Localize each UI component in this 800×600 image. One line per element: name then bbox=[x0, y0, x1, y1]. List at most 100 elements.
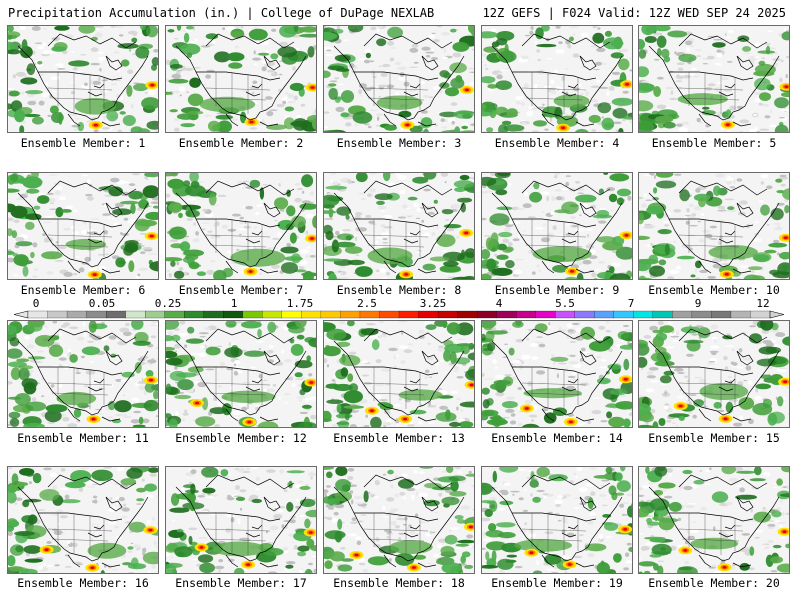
ensemble-member-map bbox=[481, 320, 633, 428]
colorbar-max-arrow bbox=[769, 310, 785, 319]
ensemble-member-label: Ensemble Member: 11 bbox=[17, 431, 149, 445]
precipitation-colorbar: 0 0.05 0.25 1 1.75 2.5 3.25 4 5.5 7 9 12 bbox=[13, 297, 785, 319]
ensemble-member-map bbox=[638, 172, 790, 280]
ensemble-member-label: Ensemble Member: 16 bbox=[17, 576, 149, 590]
colorbar-swatch bbox=[613, 310, 634, 319]
colorbar-swatch bbox=[672, 310, 693, 319]
ensemble-member-map bbox=[7, 25, 159, 133]
colorbar-swatch bbox=[418, 310, 439, 319]
colorbar-swatch bbox=[145, 310, 166, 319]
colorbar-tick-label: 9 bbox=[695, 297, 702, 310]
colorbar-swatch bbox=[27, 310, 48, 319]
colorbar-swatch bbox=[594, 310, 615, 319]
ensemble-member-label: Ensemble Member: 6 bbox=[20, 283, 146, 297]
precipitation-map bbox=[639, 467, 789, 573]
colorbar-swatch bbox=[164, 310, 185, 319]
colorbar-tick-label: 0.05 bbox=[89, 297, 116, 310]
colorbar-swatch bbox=[555, 310, 576, 319]
ensemble-member-label: Ensemble Member: 18 bbox=[333, 576, 465, 590]
colorbar-swatch bbox=[711, 310, 732, 319]
precipitation-map bbox=[8, 321, 158, 427]
ensemble-member-label: Ensemble Member: 12 bbox=[175, 431, 307, 445]
precipitation-map bbox=[324, 26, 474, 132]
colorbar-tick-label: 1.75 bbox=[287, 297, 314, 310]
colorbar-swatch bbox=[398, 310, 419, 319]
colorbar-swatch bbox=[242, 310, 263, 319]
ensemble-member-map bbox=[165, 25, 317, 133]
ensemble-member-map bbox=[481, 172, 633, 280]
colorbar-tick-label: 5.5 bbox=[555, 297, 575, 310]
ensemble-member-label: Ensemble Member: 10 bbox=[648, 283, 780, 297]
colorbar-swatch bbox=[359, 310, 380, 319]
ensemble-member-label: Ensemble Member: 7 bbox=[178, 283, 304, 297]
ensemble-member-label: Ensemble Member: 3 bbox=[336, 136, 462, 150]
colorbar-swatch bbox=[476, 310, 498, 319]
precipitation-map bbox=[166, 321, 316, 427]
colorbar-tick-label: 7 bbox=[628, 297, 635, 310]
map-title: Precipitation Accumulation (in.) | Colle… bbox=[8, 6, 435, 20]
colorbar-swatch bbox=[496, 310, 517, 319]
ensemble-member-label: Ensemble Member: 17 bbox=[175, 576, 307, 590]
precipitation-map bbox=[482, 26, 632, 132]
precipitation-map bbox=[166, 173, 316, 279]
colorbar-swatch bbox=[66, 310, 88, 319]
ensemble-member-map bbox=[165, 466, 317, 574]
colorbar-swatch bbox=[184, 310, 205, 319]
precipitation-map bbox=[639, 26, 789, 132]
precipitation-map bbox=[8, 467, 158, 573]
colorbar-swatch bbox=[262, 310, 283, 319]
precipitation-map bbox=[639, 321, 789, 427]
ensemble-member-label: Ensemble Member: 2 bbox=[178, 136, 304, 150]
colorbar-swatch bbox=[105, 310, 127, 319]
precipitation-map bbox=[166, 467, 316, 573]
ensemble-member-label: Ensemble Member: 15 bbox=[648, 431, 780, 445]
colorbar-swatch bbox=[750, 310, 771, 319]
colorbar-swatch bbox=[281, 310, 302, 319]
precipitation-map bbox=[639, 173, 789, 279]
colorbar-tick-label: 0.25 bbox=[155, 297, 182, 310]
ensemble-member-map bbox=[7, 466, 159, 574]
ensemble-member-map bbox=[7, 320, 159, 428]
colorbar-swatch bbox=[652, 310, 673, 319]
ensemble-member-map bbox=[323, 25, 475, 133]
ensemble-member-map bbox=[165, 172, 317, 280]
precipitation-map bbox=[482, 321, 632, 427]
colorbar-swatch bbox=[379, 310, 400, 319]
colorbar-swatch bbox=[535, 310, 556, 319]
ensemble-member-label: Ensemble Member: 20 bbox=[648, 576, 780, 590]
precipitation-map bbox=[8, 173, 158, 279]
colorbar-swatch bbox=[47, 310, 68, 319]
ensemble-member-map bbox=[481, 25, 633, 133]
ensemble-member-label: Ensemble Member: 9 bbox=[494, 283, 620, 297]
colorbar-swatch bbox=[301, 310, 322, 319]
colorbar-swatch bbox=[223, 310, 244, 319]
ensemble-member-map bbox=[323, 466, 475, 574]
ensemble-member-label: Ensemble Member: 13 bbox=[333, 431, 465, 445]
colorbar-swatch bbox=[340, 310, 361, 319]
ensemble-member-map bbox=[638, 466, 790, 574]
ensemble-member-label: Ensemble Member: 1 bbox=[20, 136, 146, 150]
colorbar-swatch bbox=[437, 310, 459, 319]
precipitation-map bbox=[324, 467, 474, 573]
colorbar-swatch bbox=[730, 310, 751, 319]
precipitation-map bbox=[324, 321, 474, 427]
colorbar-swatch bbox=[320, 310, 341, 319]
ensemble-member-label: Ensemble Member: 19 bbox=[491, 576, 623, 590]
colorbar-min-arrow bbox=[13, 310, 29, 319]
colorbar-swatch bbox=[516, 310, 537, 319]
colorbar-swatch bbox=[574, 310, 595, 319]
precipitation-map bbox=[482, 467, 632, 573]
precipitation-map bbox=[8, 26, 158, 132]
colorbar-swatch bbox=[633, 310, 654, 319]
colorbar-tick-label: 12 bbox=[756, 297, 769, 310]
ensemble-member-label: Ensemble Member: 5 bbox=[651, 136, 777, 150]
colorbar-swatch bbox=[457, 310, 478, 319]
ensemble-member-label: Ensemble Member: 4 bbox=[494, 136, 620, 150]
colorbar-swatch bbox=[86, 310, 107, 319]
precipitation-map bbox=[482, 173, 632, 279]
colorbar-tick-label: 0 bbox=[33, 297, 40, 310]
colorbar-swatch bbox=[203, 310, 224, 319]
colorbar-swatch bbox=[125, 310, 146, 319]
colorbar-tick-label: 3.25 bbox=[420, 297, 447, 310]
colorbar-tick-label: 4 bbox=[496, 297, 503, 310]
